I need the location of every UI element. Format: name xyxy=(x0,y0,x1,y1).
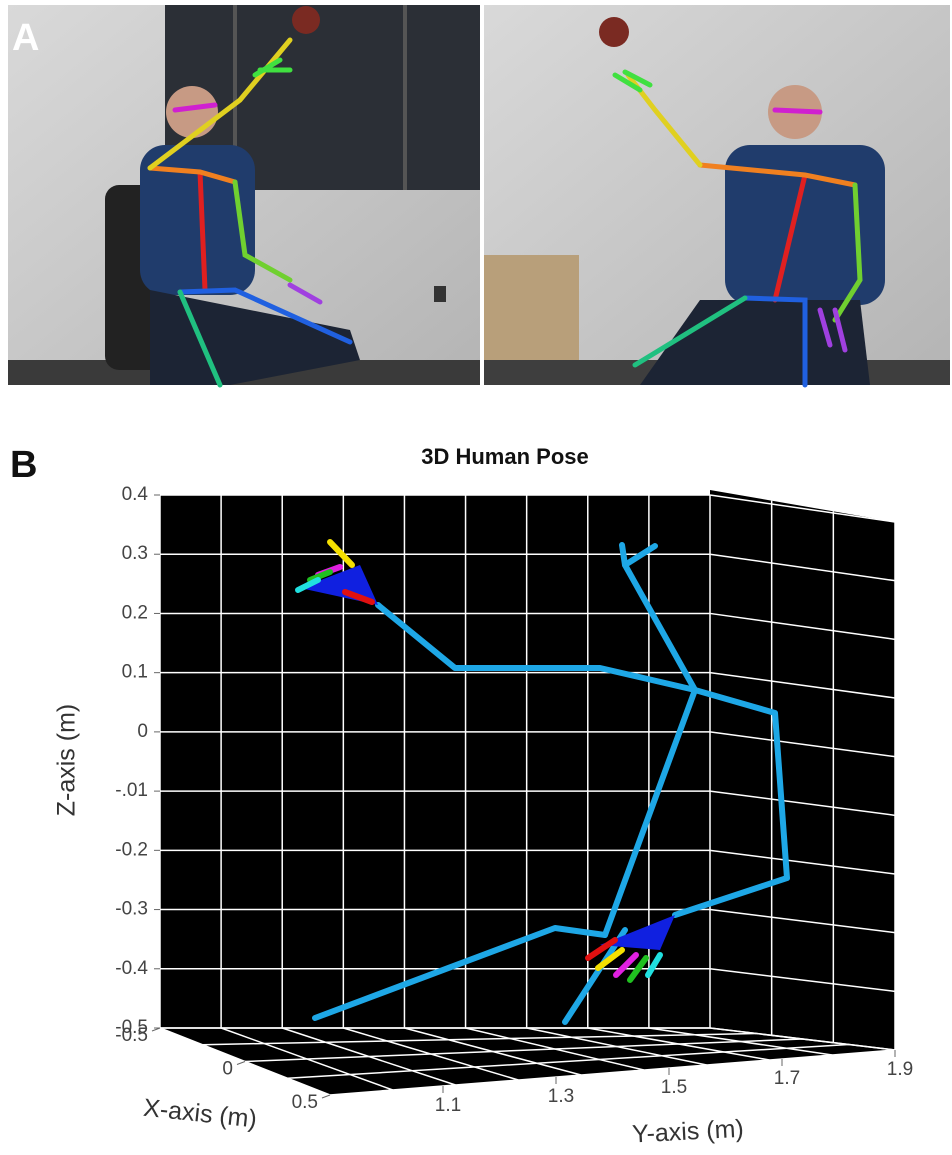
z-tick-label: 0.3 xyxy=(122,543,148,564)
z-tick-label: -0.2 xyxy=(115,839,148,860)
z-tick-label: -0.4 xyxy=(115,958,148,979)
y-tick-label: 1.3 xyxy=(548,1086,574,1107)
z-tick-label: 0.1 xyxy=(122,662,148,683)
panel-label: B xyxy=(10,444,37,486)
z-tick-label: 0.2 xyxy=(122,602,148,623)
z-tick-label: 0 xyxy=(137,721,148,742)
y-tick-label: 1.5 xyxy=(661,1077,687,1098)
x-tick-label: 0.5 xyxy=(292,1092,318,1113)
plot-area: 0.40.30.20.10-.01-0.2-0.3-0.4-0.5-0.500.… xyxy=(115,484,913,1116)
side-wall xyxy=(710,490,895,1050)
panel-label: A xyxy=(12,17,39,59)
tick-mark xyxy=(322,1095,330,1098)
tick-mark xyxy=(237,1062,245,1065)
y-tick-label: 1.1 xyxy=(435,1095,461,1116)
y-tick-label: 1.7 xyxy=(774,1068,800,1089)
z-tick-label: -0.3 xyxy=(115,899,148,920)
x-tick-label: 0 xyxy=(222,1059,233,1080)
z-axis-label: Z-axis (m) xyxy=(53,704,81,816)
y-axis-label: Y-axis (m) xyxy=(631,1115,744,1149)
figure: A B 3D Human Pose Z-axis (m) X-axis (m) … xyxy=(0,0,952,1155)
z-tick-label: -.01 xyxy=(115,780,148,801)
x-axis-label: X-axis (m) xyxy=(142,1094,258,1134)
x-tick-label: -0.5 xyxy=(115,1025,148,1046)
photo-left xyxy=(8,5,480,385)
y-tick-label: 1.9 xyxy=(887,1059,913,1080)
photo-right xyxy=(484,5,950,385)
z-tick-label: 0.4 xyxy=(122,484,149,505)
chart-title: 3D Human Pose xyxy=(421,444,589,469)
